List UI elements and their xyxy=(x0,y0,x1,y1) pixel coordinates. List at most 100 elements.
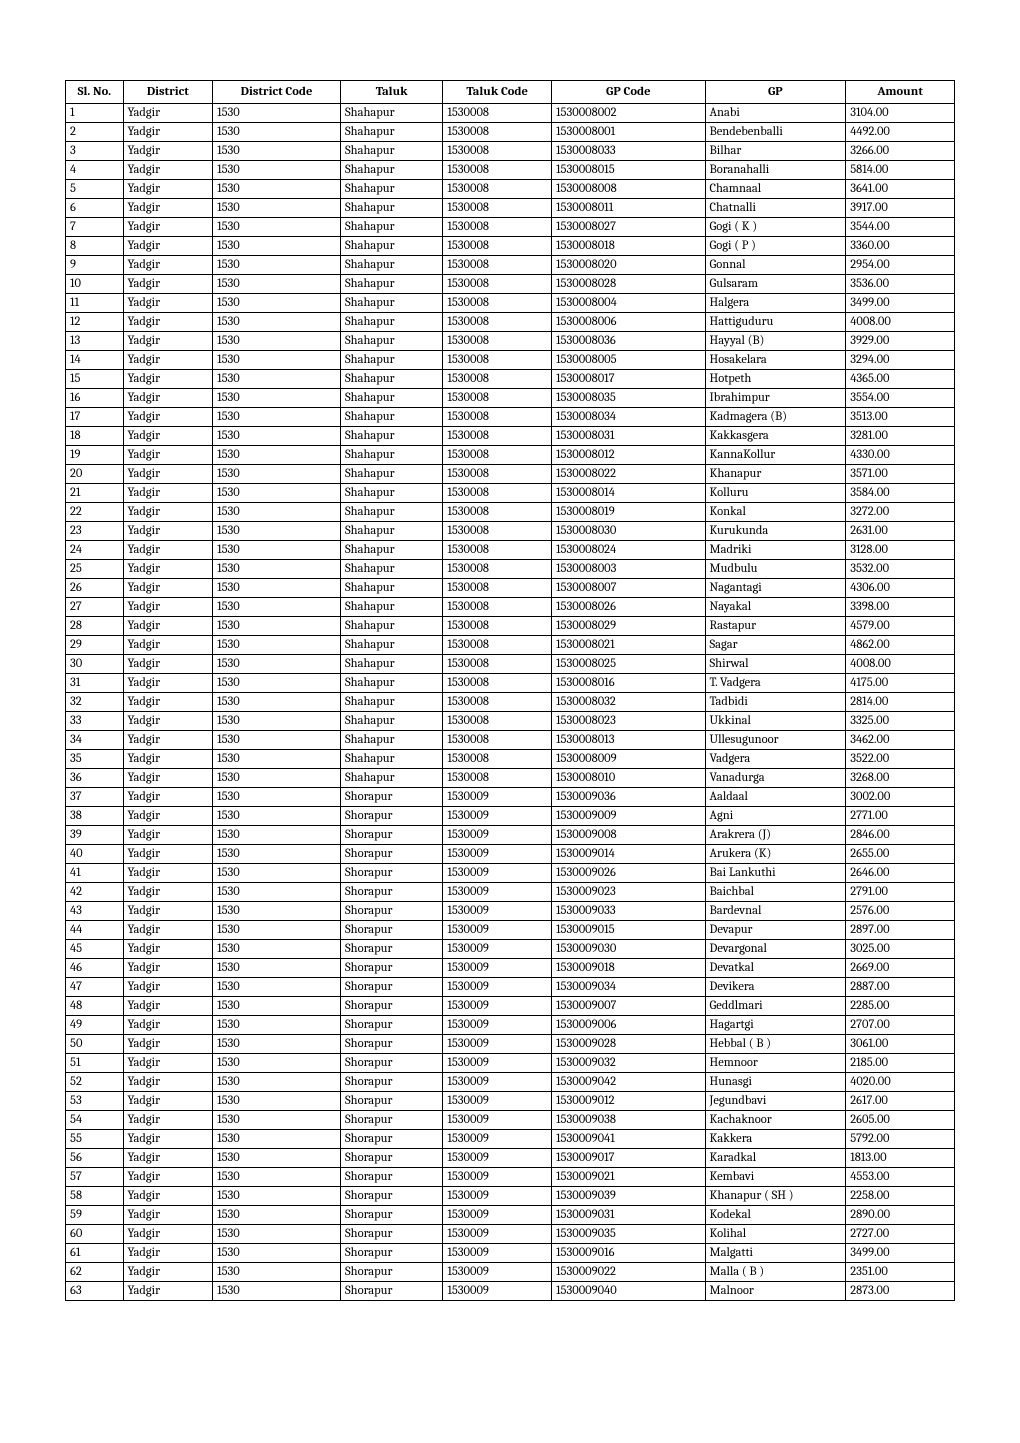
table-row: 31Yadgir1530Shahapur15300081530008016T. … xyxy=(66,674,955,693)
cell-talukcode: 1530009 xyxy=(443,1111,552,1130)
cell-amount: 2351.00 xyxy=(846,1263,955,1282)
table-row: 51Yadgir1530Shorapur15300091530009032Hem… xyxy=(66,1054,955,1073)
cell-gpcode: 1530009035 xyxy=(552,1225,705,1244)
cell-slno: 13 xyxy=(66,332,124,351)
cell-district: Yadgir xyxy=(123,579,213,598)
cell-district: Yadgir xyxy=(123,959,213,978)
cell-amount: 4862.00 xyxy=(846,636,955,655)
cell-district: Yadgir xyxy=(123,104,213,123)
cell-gp: Ukkinal xyxy=(705,712,846,731)
cell-distcode: 1530 xyxy=(213,940,341,959)
cell-gpcode: 1530009038 xyxy=(552,1111,705,1130)
cell-slno: 57 xyxy=(66,1168,124,1187)
cell-district: Yadgir xyxy=(123,1092,213,1111)
cell-distcode: 1530 xyxy=(213,579,341,598)
cell-gpcode: 1530008024 xyxy=(552,541,705,560)
cell-distcode: 1530 xyxy=(213,142,341,161)
table-row: 1Yadgir1530Shahapur15300081530008002Anab… xyxy=(66,104,955,123)
cell-amount: 5792.00 xyxy=(846,1130,955,1149)
cell-taluk: Shorapur xyxy=(340,1149,442,1168)
table-row: 20Yadgir1530Shahapur15300081530008022Kha… xyxy=(66,465,955,484)
table-row: 27Yadgir1530Shahapur15300081530008026Nay… xyxy=(66,598,955,617)
cell-distcode: 1530 xyxy=(213,560,341,579)
cell-slno: 19 xyxy=(66,446,124,465)
cell-gpcode: 1530009007 xyxy=(552,997,705,1016)
cell-gpcode: 1530009016 xyxy=(552,1244,705,1263)
cell-talukcode: 1530009 xyxy=(443,1035,552,1054)
cell-gpcode: 1530009018 xyxy=(552,959,705,978)
cell-gp: Gogi ( K ) xyxy=(705,218,846,237)
cell-amount: 2897.00 xyxy=(846,921,955,940)
cell-taluk: Shahapur xyxy=(340,332,442,351)
cell-gp: Devikera xyxy=(705,978,846,997)
cell-amount: 2646.00 xyxy=(846,864,955,883)
cell-talukcode: 1530008 xyxy=(443,389,552,408)
cell-gp: Devargonal xyxy=(705,940,846,959)
table-row: 58Yadgir1530Shorapur15300091530009039Kha… xyxy=(66,1187,955,1206)
cell-gp: Hunasgi xyxy=(705,1073,846,1092)
table-row: 3Yadgir1530Shahapur15300081530008033Bilh… xyxy=(66,142,955,161)
cell-taluk: Shorapur xyxy=(340,1035,442,1054)
cell-slno: 2 xyxy=(66,123,124,142)
table-row: 21Yadgir1530Shahapur15300081530008014Kol… xyxy=(66,484,955,503)
cell-taluk: Shahapur xyxy=(340,674,442,693)
table-row: 7Yadgir1530Shahapur15300081530008027Gogi… xyxy=(66,218,955,237)
cell-amount: 4330.00 xyxy=(846,446,955,465)
cell-distcode: 1530 xyxy=(213,389,341,408)
cell-taluk: Shahapur xyxy=(340,769,442,788)
cell-gpcode: 1530008027 xyxy=(552,218,705,237)
cell-gp: Kolluru xyxy=(705,484,846,503)
cell-slno: 29 xyxy=(66,636,124,655)
cell-distcode: 1530 xyxy=(213,674,341,693)
cell-slno: 60 xyxy=(66,1225,124,1244)
cell-slno: 25 xyxy=(66,560,124,579)
cell-distcode: 1530 xyxy=(213,883,341,902)
cell-amount: 3281.00 xyxy=(846,427,955,446)
cell-gp: Kolihal xyxy=(705,1225,846,1244)
cell-gpcode: 1530009031 xyxy=(552,1206,705,1225)
cell-distcode: 1530 xyxy=(213,484,341,503)
table-row: 25Yadgir1530Shahapur15300081530008003Mud… xyxy=(66,560,955,579)
table-row: 14Yadgir1530Shahapur15300081530008005Hos… xyxy=(66,351,955,370)
table-row: 62Yadgir1530Shorapur15300091530009022Mal… xyxy=(66,1263,955,1282)
cell-distcode: 1530 xyxy=(213,750,341,769)
cell-talukcode: 1530009 xyxy=(443,1092,552,1111)
cell-gpcode: 1530009041 xyxy=(552,1130,705,1149)
cell-gpcode: 1530008009 xyxy=(552,750,705,769)
cell-talukcode: 1530008 xyxy=(443,256,552,275)
cell-amount: 3522.00 xyxy=(846,750,955,769)
cell-amount: 3002.00 xyxy=(846,788,955,807)
cell-district: Yadgir xyxy=(123,313,213,332)
cell-distcode: 1530 xyxy=(213,427,341,446)
cell-distcode: 1530 xyxy=(213,104,341,123)
cell-distcode: 1530 xyxy=(213,408,341,427)
cell-amount: 3128.00 xyxy=(846,541,955,560)
cell-gpcode: 1530008017 xyxy=(552,370,705,389)
cell-amount: 3536.00 xyxy=(846,275,955,294)
cell-amount: 4008.00 xyxy=(846,655,955,674)
cell-gp: Khanapur xyxy=(705,465,846,484)
cell-distcode: 1530 xyxy=(213,1168,341,1187)
cell-taluk: Shahapur xyxy=(340,351,442,370)
cell-amount: 2873.00 xyxy=(846,1282,955,1301)
cell-talukcode: 1530008 xyxy=(443,180,552,199)
cell-slno: 50 xyxy=(66,1035,124,1054)
cell-talukcode: 1530008 xyxy=(443,142,552,161)
cell-gp: Hotpeth xyxy=(705,370,846,389)
table-row: 30Yadgir1530Shahapur15300081530008025Shi… xyxy=(66,655,955,674)
cell-taluk: Shorapur xyxy=(340,1263,442,1282)
cell-amount: 2655.00 xyxy=(846,845,955,864)
cell-gpcode: 1530008008 xyxy=(552,180,705,199)
cell-gpcode: 1530008011 xyxy=(552,199,705,218)
cell-gp: Vadgera xyxy=(705,750,846,769)
cell-district: Yadgir xyxy=(123,275,213,294)
cell-talukcode: 1530009 xyxy=(443,940,552,959)
table-row: 46Yadgir1530Shorapur15300091530009018Dev… xyxy=(66,959,955,978)
cell-taluk: Shahapur xyxy=(340,522,442,541)
cell-gp: Kakkasgera xyxy=(705,427,846,446)
cell-taluk: Shahapur xyxy=(340,161,442,180)
cell-gp: Khanapur ( SH ) xyxy=(705,1187,846,1206)
cell-gp: Nayakal xyxy=(705,598,846,617)
cell-amount: 3554.00 xyxy=(846,389,955,408)
cell-slno: 14 xyxy=(66,351,124,370)
